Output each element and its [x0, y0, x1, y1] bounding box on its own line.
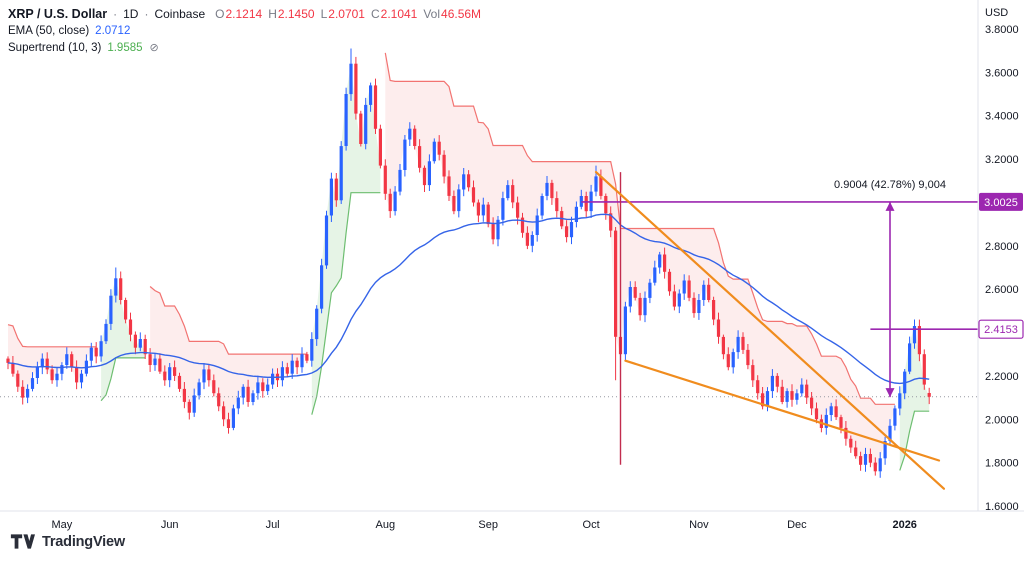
price-label-box[interactable]	[979, 192, 1023, 211]
x-axis-tick-label: Oct	[583, 519, 600, 531]
candles-layer	[6, 48, 931, 478]
ohlc-open-key: O	[215, 6, 225, 21]
price-label-box[interactable]	[978, 319, 1024, 339]
tradingview-logo[interactable]: TradingView	[10, 533, 125, 550]
x-axis-tick-label: Dec	[787, 519, 807, 531]
supertrend-bands	[7, 52, 930, 472]
symbol-title[interactable]: XRP / U.S. Dollar	[8, 6, 108, 21]
ohlc-close: C 2.1041	[371, 7, 417, 21]
supertrend-indicator-name[interactable]: Supertrend (10, 3)	[8, 41, 102, 54]
x-axis-tick-label: Jun	[161, 519, 179, 531]
x-axis-tick-label: Aug	[376, 519, 396, 531]
currency-unit-label: USD	[985, 7, 1008, 19]
x-axis-tick-label: May	[52, 519, 73, 531]
ohlc-low: L 2.0701	[321, 7, 365, 21]
x-axis-tick-label: 2026	[892, 519, 916, 531]
ema-line[interactable]	[7, 213, 930, 385]
ohlc-volume: Vol 46.56M	[423, 7, 481, 21]
ema-indicator-name[interactable]: EMA (50, close)	[8, 24, 90, 37]
y-axis-tick-label: 3.8000	[985, 24, 1019, 36]
ohlc-values: O 2.1214 H 2.1450 L 2.0701 C 2.1041 Vol 46.56…	[215, 7, 481, 21]
ohlc-open: O 2.1214	[215, 7, 262, 21]
price-label-text: 3.0025	[984, 197, 1018, 209]
y-axis-tick-label: 1.8000	[985, 458, 1019, 470]
ohlc-low-key: L	[320, 6, 328, 21]
tradingview-logo-icon	[10, 534, 35, 549]
y-axis-tick-label: 2.8000	[985, 241, 1019, 253]
indicator-row-ema[interactable]: EMA (50, close) 2.0712	[8, 22, 481, 39]
symbol-row[interactable]: XRP / U.S. Dollar · 1D · Coinbase O 2.121…	[8, 5, 481, 22]
supertrend-indicator-value: 1.9585	[107, 41, 143, 54]
ohlc-open-value: 2.1214	[225, 6, 263, 21]
tradingview-logo-text: TradingView	[42, 533, 125, 550]
measure-label: 0.9004 (42.78%) 9,004	[834, 179, 946, 191]
ohlc-close-key: C	[370, 6, 380, 21]
ohlc-high-key: H	[268, 6, 277, 21]
x-axis-tick-label: Nov	[689, 519, 709, 531]
price-range-tool[interactable]: 0.9004 (42.78%) 9,004	[834, 179, 946, 398]
ohlc-high: H 2.1450	[268, 7, 314, 21]
interval-label[interactable]: 1D	[123, 6, 139, 21]
separator-dot: ·	[113, 6, 118, 21]
ohlc-high-value: 2.1450	[277, 6, 315, 21]
hidden-marker-icon[interactable]: ⊘	[149, 42, 159, 54]
ohlc-volume-key: Vol	[423, 6, 441, 21]
y-axis-tick-label: 2.2000	[985, 371, 1019, 383]
y-axis-tick-label: 3.4000	[985, 111, 1019, 123]
y-axis-tick-label: 2.6000	[985, 284, 1019, 296]
descending-trendline-upper[interactable]	[594, 171, 946, 490]
y-axis-tick-label: 1.6000	[985, 501, 1019, 513]
y-axis-tick-label: 3.6000	[985, 67, 1019, 79]
x-axis-tick-label: Jul	[266, 519, 280, 531]
x-axis-tick-label: Sep	[478, 519, 498, 531]
y-axis-tick-label: 3.2000	[985, 154, 1019, 166]
separator-dot: ·	[144, 6, 149, 21]
y-axis-tick-label: 2.0000	[985, 414, 1019, 426]
ohlc-close-value: 2.1041	[380, 6, 418, 21]
descending-trendline-lower[interactable]	[624, 359, 941, 462]
ohlc-volume-value: 46.56M	[441, 6, 482, 21]
exchange-label: Coinbase	[154, 6, 206, 21]
chart-legend: XRP / U.S. Dollar · 1D · Coinbase O 2.121…	[8, 5, 481, 56]
price-label-text: 2.4153	[984, 324, 1018, 336]
ema-indicator-value: 2.0712	[95, 24, 131, 37]
ohlc-low-value: 2.0701	[328, 6, 365, 21]
indicator-row-supertrend[interactable]: Supertrend (10, 3) 1.9585 ⊘	[8, 39, 481, 56]
